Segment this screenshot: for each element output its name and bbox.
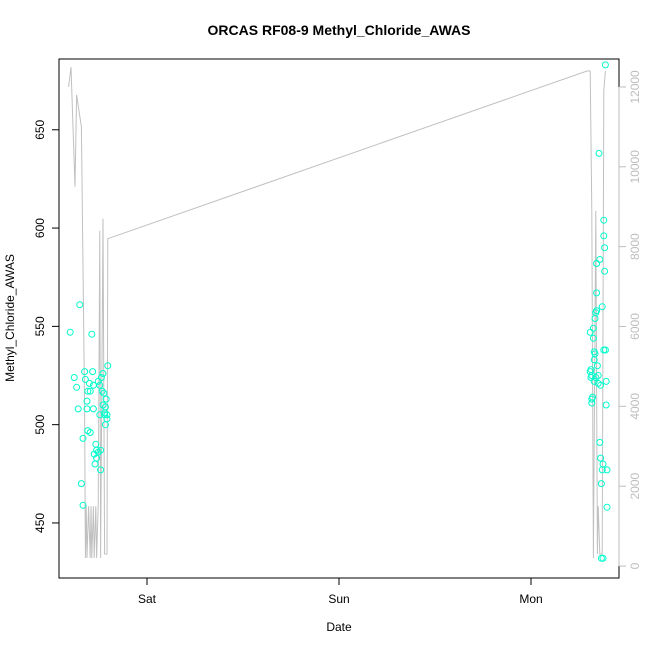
y-tick-label: 450 <box>33 513 47 533</box>
y-axis-left: 450 500 550 600 650 <box>33 119 60 533</box>
data-point <box>101 403 109 411</box>
data-point <box>599 554 607 562</box>
data-point <box>96 411 104 419</box>
data-point <box>591 350 599 358</box>
y2-tick-label: 12000 <box>628 70 642 104</box>
data-point <box>97 466 105 474</box>
y2-tick-label: 6000 <box>628 313 642 340</box>
data-point <box>91 460 99 468</box>
y-axis-label: Methyl_Chloride_AWAS <box>3 254 17 382</box>
data-point <box>593 307 601 315</box>
data-point <box>598 303 606 311</box>
x-axis-label: Date <box>326 620 352 634</box>
data-point <box>597 454 605 462</box>
data-point <box>587 366 595 374</box>
line-series <box>68 66 606 559</box>
data-point <box>590 377 598 385</box>
data-point <box>596 438 604 446</box>
data-point <box>97 374 105 381</box>
x-tick-label: Sun <box>328 592 349 606</box>
data-point <box>601 244 609 252</box>
data-point <box>99 370 107 377</box>
data-point <box>86 429 94 436</box>
data-point <box>594 372 602 379</box>
plot-frame <box>58 58 620 579</box>
data-point <box>79 434 87 442</box>
data-point <box>104 362 112 370</box>
data-point <box>84 387 92 395</box>
data-point <box>103 411 111 419</box>
data-point <box>597 381 605 389</box>
data-point <box>89 405 97 413</box>
data-point <box>593 260 601 267</box>
data-point <box>103 415 111 423</box>
data-point <box>76 301 84 309</box>
data-point <box>602 401 610 409</box>
data-point <box>92 440 100 448</box>
data-point <box>597 480 605 488</box>
chart-title: ORCAS RF08-9 Methyl_Chloride_AWAS <box>208 22 471 38</box>
data-point <box>74 405 82 413</box>
y-axis-right: 0 2000 4000 6000 8000 10000 12000 <box>618 70 642 569</box>
data-point <box>601 61 609 69</box>
data-point <box>601 267 609 275</box>
data-point <box>600 216 608 224</box>
data-point <box>70 374 78 381</box>
data-point <box>593 362 601 370</box>
data-point <box>102 395 110 403</box>
y2-tick-label: 2000 <box>628 473 642 500</box>
data-point <box>100 389 108 397</box>
data-point <box>97 446 105 454</box>
data-point <box>81 368 89 376</box>
data-point <box>86 387 94 395</box>
y2-tick-label: 10000 <box>628 150 642 184</box>
data-point <box>593 289 601 297</box>
data-point <box>98 387 106 395</box>
y2-tick-label: 4000 <box>628 393 642 420</box>
data-point <box>79 501 87 509</box>
y-tick-label: 650 <box>33 119 47 139</box>
data-point <box>603 503 611 511</box>
data-point <box>589 324 597 332</box>
data-point <box>589 393 597 401</box>
y2-tick-label: 0 <box>628 562 642 569</box>
x-tick-label: Mon <box>519 592 542 606</box>
data-point <box>603 466 611 474</box>
data-point <box>96 381 104 389</box>
x-axis: Sat Sun Mon <box>138 577 543 606</box>
data-point <box>83 397 91 405</box>
data-point <box>595 149 603 157</box>
data-point <box>89 368 97 376</box>
y2-tick-label: 8000 <box>628 233 642 260</box>
data-point <box>599 460 607 468</box>
data-point <box>93 446 101 454</box>
data-point <box>589 334 597 342</box>
data-point <box>85 379 93 387</box>
data-point <box>77 480 85 488</box>
data-point <box>66 328 74 336</box>
data-point <box>88 330 96 338</box>
y-tick-label: 500 <box>33 414 47 434</box>
y-tick-label: 550 <box>33 316 47 336</box>
y-tick-label: 600 <box>33 218 47 238</box>
data-point <box>588 399 596 407</box>
x-tick-label: Sat <box>138 592 157 606</box>
data-point <box>601 346 609 354</box>
scatter-series <box>66 61 611 562</box>
data-point <box>600 232 608 240</box>
data-point <box>73 383 81 391</box>
series-line <box>68 66 606 559</box>
data-point <box>596 256 604 263</box>
data-point <box>81 375 89 383</box>
data-point <box>602 377 610 385</box>
